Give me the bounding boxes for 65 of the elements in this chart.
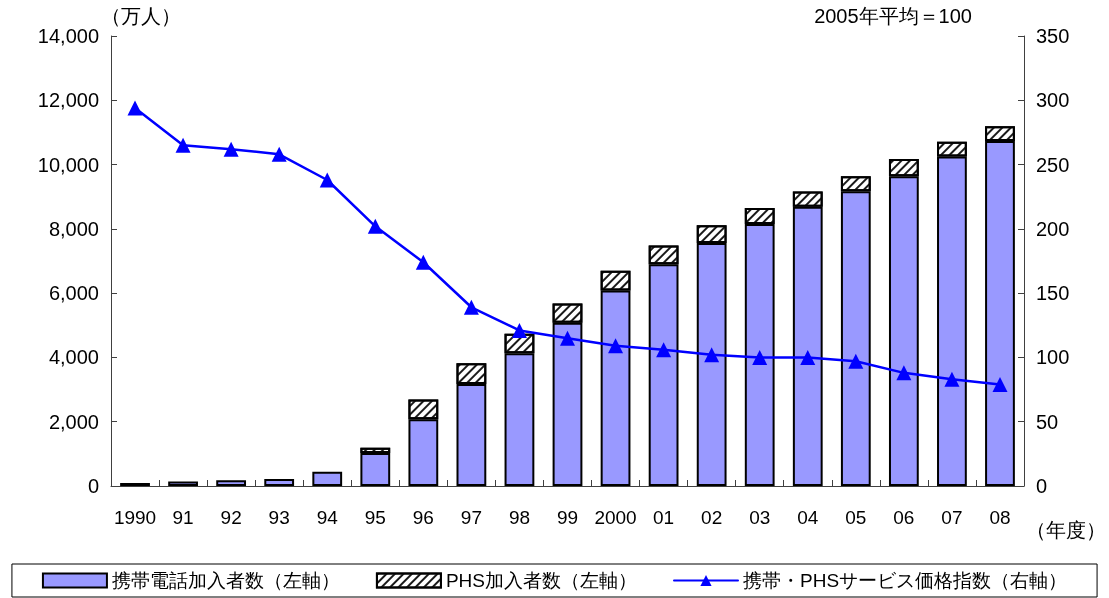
legend-label: 携帯電話加入者数（左軸）: [111, 570, 340, 591]
point: [896, 365, 912, 381]
point: [704, 347, 720, 363]
x-tick-label: 96: [412, 507, 434, 528]
x-tick-label: 95: [364, 507, 386, 528]
point: [127, 100, 143, 116]
bar: [360, 452, 391, 486]
x-tick-label: 08: [989, 507, 1011, 528]
point: [367, 218, 383, 234]
legend-label: PHS加入者数（左軸）: [445, 570, 638, 591]
y-tick-label: 12,000: [37, 89, 99, 112]
x-tick-label: 05: [845, 507, 867, 528]
x-tick-label: 91: [172, 507, 194, 528]
x-tick-label: 04: [797, 507, 819, 528]
x-tick-label: 02: [701, 507, 723, 528]
bar: [216, 480, 247, 486]
x-tick-label: 97: [460, 507, 482, 528]
point: [319, 172, 335, 188]
y2-tick-label: 100: [1036, 346, 1070, 369]
legend-label: 携帯・PHSサービス価格指数（右軸）: [743, 570, 1068, 591]
point: [992, 376, 1008, 392]
y2-tick-label: 50: [1036, 410, 1059, 433]
x-tick-label: 94: [316, 507, 339, 528]
point: [608, 338, 624, 354]
point: [415, 254, 431, 270]
y-tick-label: 8,000: [48, 217, 99, 240]
point: [752, 349, 768, 365]
x-tick-label: 03: [749, 507, 771, 528]
y2-tick-label: 350: [1036, 25, 1070, 47]
y-tick-label: 4,000: [48, 346, 99, 369]
x-axis-title: （年度）: [1026, 519, 1106, 541]
y-tick-label: 0: [87, 475, 99, 497]
x-tick-label: 01: [653, 507, 675, 528]
bar: [264, 478, 295, 486]
y-tick-label: 14,000: [37, 25, 99, 47]
bar: [168, 481, 198, 486]
y2-tick-label: 0: [1036, 475, 1048, 497]
bar: [312, 471, 343, 486]
y-tick-label: 2,000: [48, 410, 99, 433]
x-tick-label: 1990: [113, 507, 157, 528]
y2-tick-label: 200: [1036, 217, 1070, 240]
y2-tick-label: 300: [1036, 89, 1070, 112]
y2-axis-title: 2005年平均＝100: [814, 5, 972, 27]
point: [463, 299, 479, 315]
x-tick-label: 99: [556, 507, 579, 528]
x-tick-label: 92: [220, 507, 242, 528]
y-axis-title: （万人）: [101, 5, 181, 27]
point: [560, 330, 575, 346]
y-tick-label: 10,000: [37, 153, 99, 176]
point: [271, 146, 287, 162]
y-tick-label: 6,000: [48, 282, 99, 305]
x-tick-label: 07: [941, 507, 963, 528]
point: [511, 322, 527, 338]
point: [175, 137, 191, 153]
y2-tick-label: 250: [1036, 153, 1070, 176]
x-tick-label: 93: [268, 507, 290, 528]
point: [223, 141, 239, 157]
y2-tick-label: 150: [1036, 282, 1070, 305]
point: [800, 349, 816, 365]
point: [944, 371, 960, 387]
point: [656, 342, 672, 358]
x-tick-label: 98: [508, 507, 531, 528]
x-tick-label: 2000: [594, 507, 637, 528]
x-tick-label: 06: [893, 507, 915, 528]
point: [848, 353, 864, 369]
